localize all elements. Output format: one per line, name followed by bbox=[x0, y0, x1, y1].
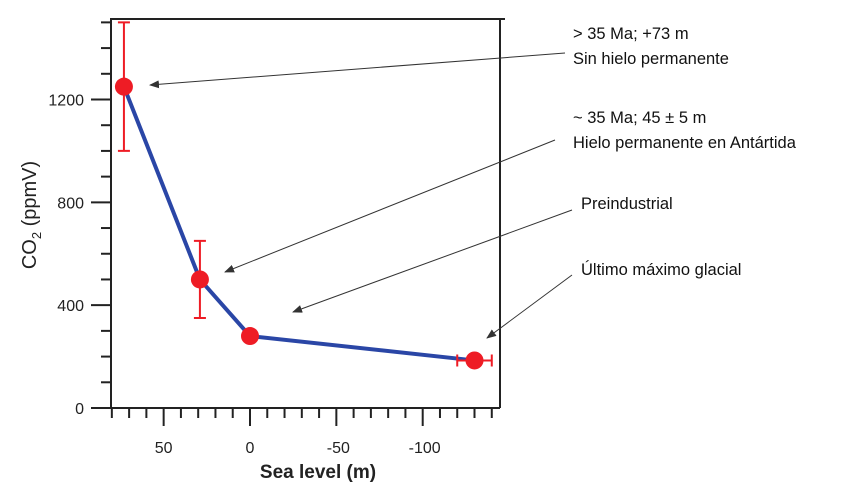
y-tick-label: 800 bbox=[57, 195, 84, 212]
x-axis-title: Sea level (m) bbox=[260, 462, 376, 483]
data-point bbox=[190, 270, 209, 289]
x-tick-label: -50 bbox=[327, 440, 350, 457]
y-axis-title: CO2 (ppmV) bbox=[19, 161, 44, 269]
y-axis-title-rest: (ppmV) bbox=[19, 161, 41, 232]
annotation-arrow bbox=[149, 52, 566, 89]
x-tick-label: 50 bbox=[155, 440, 173, 457]
data-marks bbox=[114, 21, 493, 370]
data-point bbox=[465, 351, 484, 370]
annotation-1-line-2: Sin hielo permanente bbox=[573, 50, 729, 68]
annotation-1: > 35 Ma; +73 m Sin hielo permanente bbox=[573, 22, 729, 72]
series-line bbox=[122, 85, 475, 363]
y-tick-label: 400 bbox=[57, 298, 84, 315]
annotation-1-line-1: > 35 Ma; +73 m bbox=[573, 25, 689, 43]
annotation-4-line-1: Último máximo glacial bbox=[581, 261, 742, 279]
y-axis-title-sub: 2 bbox=[29, 232, 44, 239]
axes: 0 400 800 1200 50 0 -50 -100 bbox=[48, 18, 505, 457]
annotation-arrows bbox=[149, 52, 573, 339]
annotation-arrow bbox=[486, 274, 573, 339]
y-tick-label: 1200 bbox=[48, 93, 84, 110]
annotation-arrow bbox=[292, 209, 573, 313]
y-tick-label: 0 bbox=[75, 401, 84, 418]
annotation-arrow bbox=[224, 139, 556, 273]
annotation-2-line-1: ~ 35 Ma; 45 ± 5 m bbox=[573, 109, 707, 127]
annotation-2-line-2: Hielo permanente en Antártida bbox=[573, 134, 796, 152]
annotation-3-line-1: Preindustrial bbox=[581, 195, 673, 213]
data-point bbox=[241, 327, 259, 346]
y-axis-title-main: CO bbox=[19, 239, 41, 269]
annotation-3: Preindustrial bbox=[581, 192, 673, 217]
data-point bbox=[114, 77, 133, 96]
x-tick-label: 0 bbox=[246, 440, 255, 457]
annotation-4: Último máximo glacial bbox=[581, 258, 741, 283]
x-tick-label: -100 bbox=[409, 440, 441, 457]
plot-frame bbox=[110, 18, 505, 408]
annotation-2: ~ 35 Ma; 45 ± 5 m Hielo permanente en An… bbox=[573, 106, 796, 156]
